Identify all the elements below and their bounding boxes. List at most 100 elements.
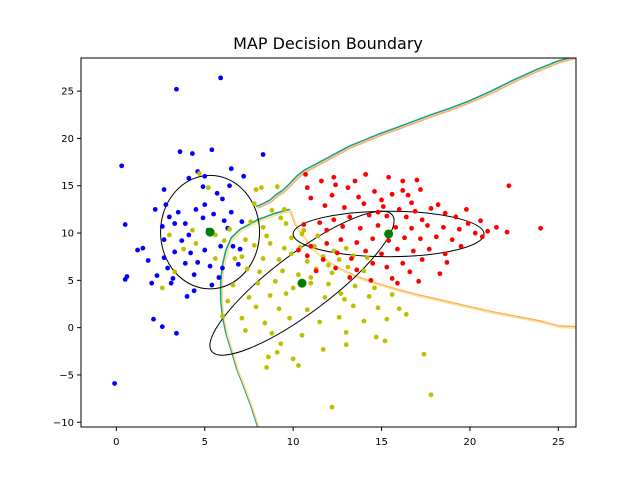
data-point-series-3 <box>349 256 354 261</box>
data-point-series-1 <box>152 206 158 212</box>
data-point-series-2 <box>338 291 344 296</box>
data-point-series-1 <box>124 274 130 279</box>
data-point-series-2 <box>264 233 270 239</box>
data-point-series-2 <box>253 304 259 310</box>
data-point-series-2 <box>366 294 372 299</box>
data-point-series-3 <box>372 189 377 194</box>
data-point-series-2 <box>373 334 379 340</box>
data-point-series-2 <box>221 238 227 244</box>
data-point-series-2 <box>274 349 280 355</box>
data-point-series-1 <box>166 214 172 220</box>
data-point-series-3 <box>409 200 414 206</box>
data-point-series-3 <box>363 248 369 254</box>
data-point-series-3 <box>308 243 314 249</box>
class-mean-2 <box>297 278 307 288</box>
data-point-series-2 <box>260 224 266 230</box>
data-point-series-3 <box>407 269 413 275</box>
data-point-series-2 <box>269 207 275 213</box>
data-point-series-1 <box>182 260 188 266</box>
data-point-series-3 <box>395 246 400 252</box>
data-point-series-1 <box>174 86 179 92</box>
y-tick-label: 0 <box>68 323 74 334</box>
data-point-series-3 <box>324 241 330 246</box>
data-point-series-1 <box>135 247 140 253</box>
x-tick-label: 5 <box>202 437 208 448</box>
data-point-series-2 <box>326 262 331 268</box>
data-point-series-1 <box>168 280 174 286</box>
data-point-series-2 <box>181 246 186 252</box>
data-point-series-2 <box>421 351 427 357</box>
data-point-series-2 <box>343 245 349 251</box>
data-point-series-3 <box>386 174 392 180</box>
data-point-series-2 <box>283 291 289 296</box>
data-point-series-1 <box>161 255 167 261</box>
data-point-series-1 <box>220 196 225 202</box>
data-point-series-3 <box>442 210 448 216</box>
data-point-series-3 <box>389 276 395 281</box>
data-point-series-2 <box>267 293 273 298</box>
data-point-series-3 <box>366 212 372 218</box>
data-point-series-3 <box>465 221 471 226</box>
data-point-series-1 <box>218 243 224 249</box>
data-point-series-3 <box>331 217 337 223</box>
y-tick-label: 5 <box>68 276 74 287</box>
data-point-series-3 <box>322 203 328 209</box>
data-point-series-3 <box>333 182 338 188</box>
y-tick-label: 20 <box>61 134 74 145</box>
data-point-series-1 <box>200 184 206 190</box>
data-point-series-2 <box>317 319 323 325</box>
data-point-series-1 <box>216 275 222 280</box>
data-point-series-2 <box>299 332 305 338</box>
data-point-series-2 <box>212 256 218 261</box>
covariance-ellipse-3 <box>292 210 485 258</box>
data-point-series-2 <box>255 280 261 286</box>
data-point-series-2 <box>308 280 314 286</box>
data-point-series-3 <box>317 220 323 226</box>
data-point-series-1 <box>202 173 208 179</box>
data-point-series-2 <box>342 296 347 302</box>
data-point-series-3 <box>400 188 406 193</box>
data-point-series-2 <box>301 227 307 233</box>
data-point-series-2 <box>343 329 349 335</box>
class-mean-3 <box>384 229 394 239</box>
data-point-series-1 <box>186 232 192 238</box>
data-point-series-3 <box>410 248 416 254</box>
data-point-series-3 <box>409 225 414 231</box>
x-tick-label: 0 <box>113 437 119 448</box>
decision-boundary-3-line-1 <box>219 208 290 427</box>
data-point-series-3 <box>396 206 402 212</box>
data-point-series-3 <box>412 208 418 214</box>
data-point-series-2 <box>278 215 284 221</box>
data-point-series-1 <box>182 221 188 226</box>
data-point-series-2 <box>331 248 337 254</box>
y-tick-label: −5 <box>59 370 74 381</box>
data-point-series-3 <box>456 226 462 232</box>
data-point-series-1 <box>184 294 190 299</box>
x-tick-label: 10 <box>287 437 300 448</box>
data-point-series-2 <box>262 320 268 326</box>
data-point-series-2 <box>257 269 262 275</box>
covariance-ellipse-2 <box>209 210 395 356</box>
data-point-series-3 <box>453 214 459 220</box>
data-point-series-2 <box>248 219 254 225</box>
data-point-series-3 <box>361 201 367 207</box>
data-point-series-3 <box>479 234 485 240</box>
data-point-series-2 <box>172 269 178 275</box>
y-tick-label: 25 <box>61 87 74 98</box>
data-point-series-1 <box>195 259 201 265</box>
data-point-series-2 <box>283 221 289 226</box>
data-point-series-3 <box>441 224 446 230</box>
data-point-series-2 <box>267 241 273 246</box>
y-axis: −10 −5 0 5 10 15 20 25 <box>53 87 81 429</box>
data-point-series-3 <box>370 260 376 266</box>
data-point-series-1 <box>161 237 167 243</box>
data-point-series-3 <box>428 206 434 211</box>
data-point-series-2 <box>296 272 301 278</box>
data-point-series-3 <box>301 222 307 227</box>
data-point-series-3 <box>386 238 392 244</box>
x-axis: 0 5 10 15 20 25 <box>113 427 565 448</box>
data-point-series-3 <box>347 275 353 280</box>
x-tick-label: 20 <box>464 437 477 448</box>
